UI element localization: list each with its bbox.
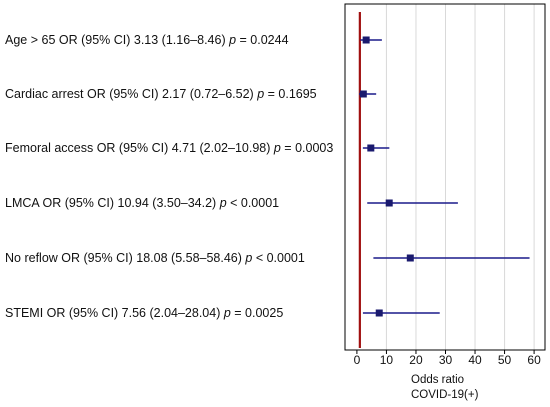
or-marker: [359, 90, 367, 98]
or-marker: [385, 199, 393, 207]
row-label-text: LMCA OR (95% CI) 10.94 (3.50–34.2): [5, 196, 220, 210]
row-label: No reflow OR (95% CI) 18.08 (5.58–58.46)…: [5, 251, 305, 265]
row-label-text: Age > 65 OR (95% CI) 3.13 (1.16–8.46): [5, 33, 230, 47]
x-axis-title-line1: Odds ratio: [411, 374, 465, 386]
row-label: Femoral access OR (95% CI) 4.71 (2.02–10…: [5, 141, 333, 155]
p-value: = 0.0244: [236, 33, 289, 47]
p-symbol: p: [245, 251, 253, 265]
row-label-text: STEMI OR (95% CI) 7.56 (2.04–28.04): [5, 306, 224, 320]
p-value: < 0.0001: [252, 251, 305, 265]
row-label-text: Cardiac arrest OR (95% CI) 2.17 (0.72–6.…: [5, 87, 258, 101]
row-label: LMCA OR (95% CI) 10.94 (3.50–34.2) p < 0…: [5, 196, 279, 210]
x-tick-label: 40: [468, 353, 482, 367]
row-label-text: Femoral access OR (95% CI) 4.71 (2.02–10…: [5, 141, 274, 155]
p-symbol: p: [229, 33, 237, 47]
x-tick-label: 60: [527, 353, 541, 367]
x-axis-title-line2: COVID-19(+): [411, 389, 479, 401]
row-label: Age > 65 OR (95% CI) 3.13 (1.16–8.46) p …: [5, 33, 289, 47]
x-tick-label: 0: [354, 353, 361, 367]
p-symbol: p: [223, 306, 231, 320]
or-marker: [406, 254, 414, 262]
or-marker: [367, 144, 375, 152]
p-symbol: p: [219, 196, 227, 210]
or-marker: [362, 36, 370, 44]
p-value: = 0.1695: [264, 87, 317, 101]
x-tick-label: 50: [498, 353, 512, 367]
x-tick-label: 10: [380, 353, 394, 367]
or-marker: [375, 309, 383, 317]
x-tick-label: 20: [409, 353, 423, 367]
p-value: = 0.0025: [230, 306, 284, 320]
row-label: STEMI OR (95% CI) 7.56 (2.04–28.04) p = …: [5, 306, 283, 320]
p-symbol: p: [273, 141, 281, 155]
p-value: < 0.0001: [226, 196, 280, 210]
p-value: = 0.0003: [280, 141, 334, 155]
row-label-text: No reflow OR (95% CI) 18.08 (5.58–58.46): [5, 251, 246, 265]
p-symbol: p: [257, 87, 265, 101]
x-tick-label: 30: [439, 353, 453, 367]
row-label: Cardiac arrest OR (95% CI) 2.17 (0.72–6.…: [5, 87, 317, 101]
